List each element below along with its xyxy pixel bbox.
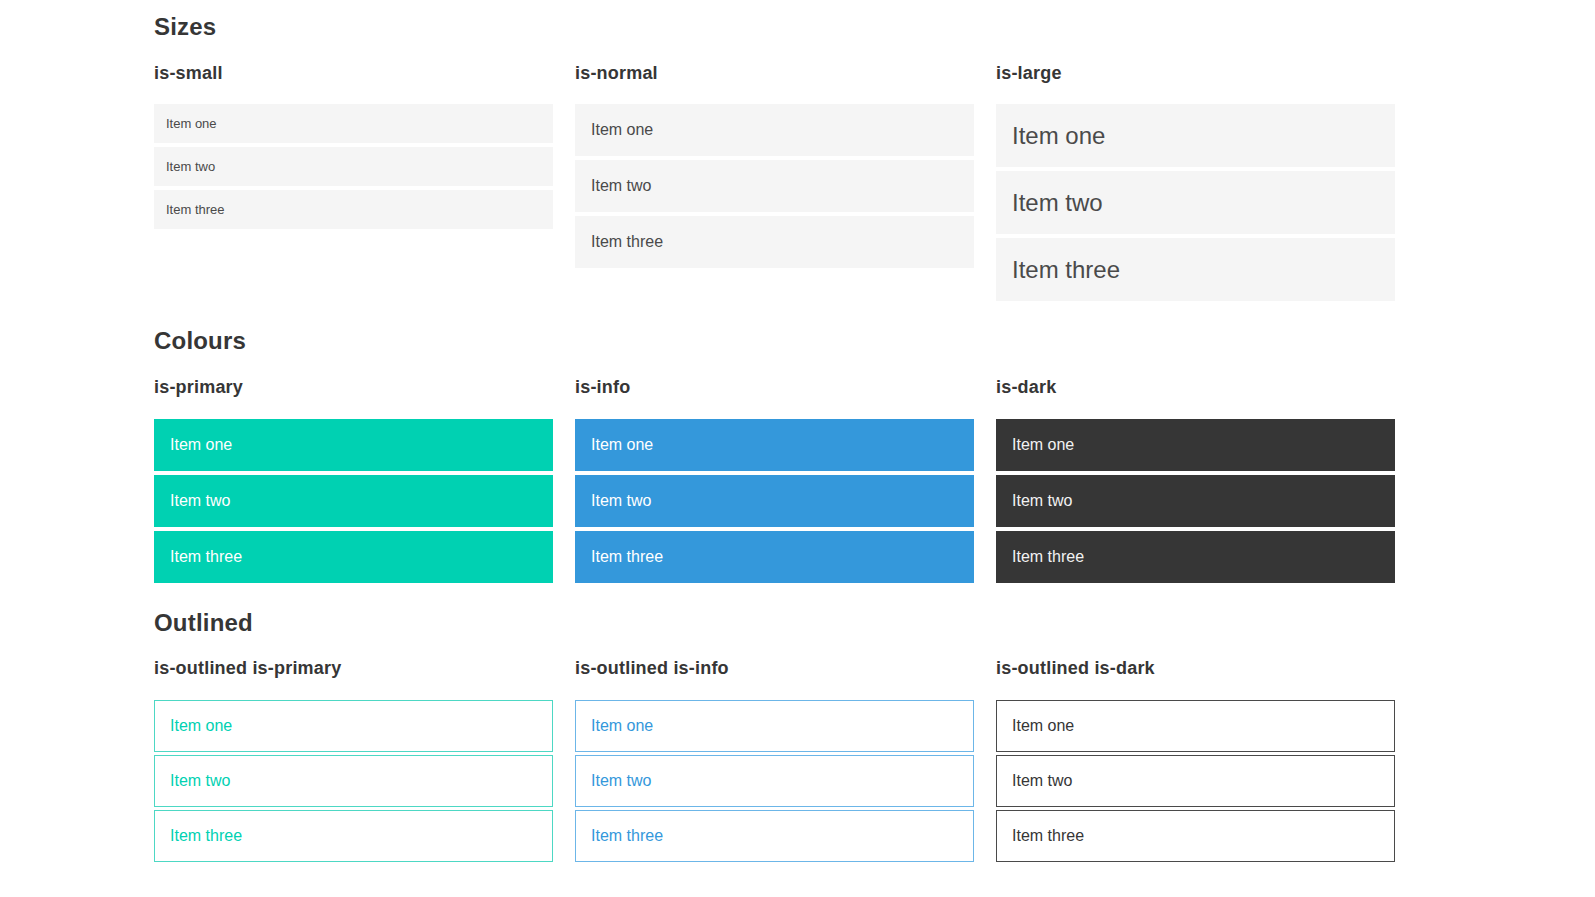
column-heading-is-outlined-is-primary: is-outlined is-primary <box>154 659 553 679</box>
list-item[interactable]: Item one <box>575 700 974 752</box>
list-item[interactable]: Item three <box>996 238 1395 301</box>
section-title-sizes: Sizes <box>154 13 1395 41</box>
list-item[interactable]: Item two <box>996 171 1395 234</box>
section-title-outlined: Outlined <box>154 609 1395 637</box>
list-item[interactable]: Item one <box>575 104 974 156</box>
column-heading-is-dark: is-dark <box>996 378 1395 398</box>
list-is-normal: Item one Item two Item three <box>575 104 974 268</box>
column-heading-is-outlined-is-info: is-outlined is-info <box>575 659 974 679</box>
list-item[interactable]: Item one <box>154 419 553 471</box>
list-item[interactable]: Item one <box>575 419 974 471</box>
column-heading-is-normal: is-normal <box>575 64 974 84</box>
list-item[interactable]: Item one <box>154 700 553 752</box>
list-item[interactable]: Item two <box>575 160 974 212</box>
column-is-small: is-small Item one Item two Item three <box>154 64 553 302</box>
list-item[interactable]: Item three <box>154 810 553 862</box>
outlined-columns: is-outlined is-primary Item one Item two… <box>154 659 1395 862</box>
section-title-colours: Colours <box>154 327 1395 355</box>
list-item[interactable]: Item two <box>996 475 1395 527</box>
list-item[interactable]: Item one <box>154 104 553 143</box>
column-heading-is-primary: is-primary <box>154 378 553 398</box>
list-item[interactable]: Item three <box>575 810 974 862</box>
column-heading-is-large: is-large <box>996 64 1395 84</box>
list-item[interactable]: Item two <box>575 475 974 527</box>
section-sizes: Sizes is-small Item one Item two Item th… <box>154 13 1395 301</box>
list-is-outlined-is-dark: Item one Item two Item three <box>996 700 1395 862</box>
list-is-dark: Item one Item two Item three <box>996 419 1395 583</box>
list-item[interactable]: Item three <box>996 531 1395 583</box>
page-container: Sizes is-small Item one Item two Item th… <box>0 0 1595 884</box>
column-is-info: is-info Item one Item two Item three <box>575 378 974 583</box>
list-item[interactable]: Item two <box>154 755 553 807</box>
column-is-outlined-is-info: is-outlined is-info Item one Item two It… <box>575 659 974 862</box>
column-is-dark: is-dark Item one Item two Item three <box>996 378 1395 583</box>
list-is-primary: Item one Item two Item three <box>154 419 553 583</box>
list-item[interactable]: Item one <box>996 700 1395 752</box>
section-colours: Colours is-primary Item one Item two Ite… <box>154 327 1395 582</box>
list-is-info: Item one Item two Item three <box>575 419 974 583</box>
list-item[interactable]: Item three <box>575 216 974 268</box>
column-heading-is-outlined-is-dark: is-outlined is-dark <box>996 659 1395 679</box>
column-is-outlined-is-primary: is-outlined is-primary Item one Item two… <box>154 659 553 862</box>
section-outlined: Outlined is-outlined is-primary Item one… <box>154 609 1395 862</box>
colours-columns: is-primary Item one Item two Item three … <box>154 378 1395 583</box>
list-item[interactable]: Item two <box>154 475 553 527</box>
column-is-large: is-large Item one Item two Item three <box>996 64 1395 302</box>
column-is-primary: is-primary Item one Item two Item three <box>154 378 553 583</box>
column-heading-is-info: is-info <box>575 378 974 398</box>
column-heading-is-small: is-small <box>154 64 553 84</box>
list-item[interactable]: Item two <box>996 755 1395 807</box>
list-is-small: Item one Item two Item three <box>154 104 553 229</box>
list-is-large: Item one Item two Item three <box>996 104 1395 301</box>
list-is-outlined-is-primary: Item one Item two Item three <box>154 700 553 862</box>
list-item[interactable]: Item three <box>996 810 1395 862</box>
list-item[interactable]: Item three <box>575 531 974 583</box>
list-item[interactable]: Item three <box>154 531 553 583</box>
list-item[interactable]: Item two <box>154 147 553 186</box>
list-item[interactable]: Item two <box>575 755 974 807</box>
list-item[interactable]: Item one <box>996 104 1395 167</box>
sizes-columns: is-small Item one Item two Item three is… <box>154 64 1395 302</box>
column-is-outlined-is-dark: is-outlined is-dark Item one Item two It… <box>996 659 1395 862</box>
list-item[interactable]: Item one <box>996 419 1395 471</box>
column-is-normal: is-normal Item one Item two Item three <box>575 64 974 302</box>
list-item[interactable]: Item three <box>154 190 553 229</box>
list-is-outlined-is-info: Item one Item two Item three <box>575 700 974 862</box>
